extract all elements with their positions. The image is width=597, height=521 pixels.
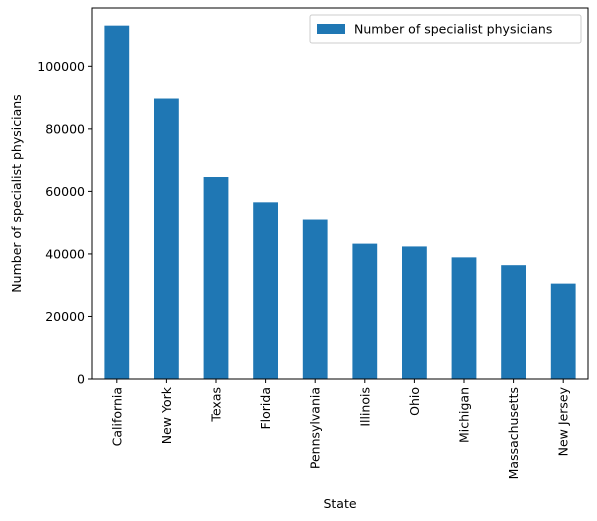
plot-frame — [91, 7, 589, 380]
y-tick-label: 100000 — [37, 59, 85, 74]
x-tick-label: Pennsylvania — [308, 387, 323, 469]
bar-california — [104, 25, 130, 380]
x-tick-label: Massachusetts — [506, 387, 521, 479]
legend-box — [309, 14, 582, 44]
y-axis-title: Number of specialist physicians — [9, 94, 24, 292]
bar-pennsylvania — [302, 219, 328, 379]
bar-new-jersey — [550, 283, 576, 379]
x-tick-label: Ohio — [407, 387, 422, 416]
legend-swatch — [317, 24, 345, 34]
y-tick-label: 40000 — [45, 246, 85, 261]
legend: Number of specialist physicians — [309, 14, 582, 44]
bar-texas — [203, 177, 229, 379]
bar-illinois — [352, 243, 378, 379]
bar-michigan — [451, 257, 477, 379]
legend-label: Number of specialist physicians — [354, 22, 552, 37]
y-tick-label: 0 — [77, 372, 85, 387]
y-tick-label: 20000 — [45, 309, 85, 324]
bar-ohio — [402, 246, 427, 379]
y-tick-label: 60000 — [45, 184, 85, 199]
x-tick-label: Illinois — [357, 387, 372, 427]
y-axis: 0 20000 40000 60000 80000 100000 — [37, 59, 92, 387]
x-tick-label: Michigan — [457, 387, 472, 443]
x-tick-label: Texas — [209, 387, 224, 423]
x-tick-label: California — [109, 387, 124, 446]
bar-new-york — [154, 98, 179, 379]
x-tick-label: Florida — [258, 387, 273, 430]
y-tick-label: 80000 — [45, 121, 85, 136]
x-axis: California New York Texas Florida Pennsylvan… — [109, 379, 571, 479]
bar-massachusetts — [501, 265, 526, 379]
bars-layer — [104, 25, 576, 380]
x-tick-label: New York — [159, 386, 174, 444]
bar-florida — [253, 202, 278, 379]
x-tick-label: New Jersey — [556, 386, 571, 456]
x-axis-title: State — [323, 496, 356, 511]
